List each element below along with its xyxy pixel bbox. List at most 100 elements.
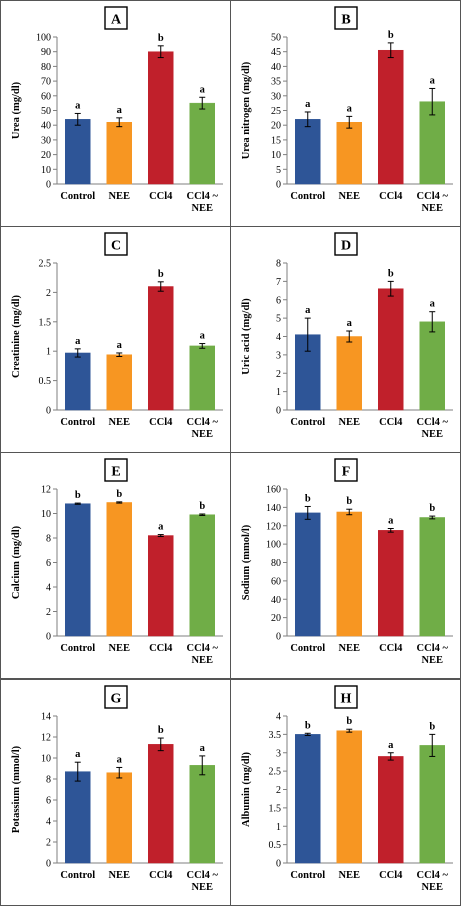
chart-f-significance-label: b [429,503,435,514]
chart-d-y-tick-label: 0 [276,406,281,417]
chart-d-bar-nee [336,336,362,411]
chart-b-y-tick-label: 0 [276,180,281,191]
chart-e-category-label: CCl4 [149,643,173,654]
chart-panel-e: E 0 2 4 6 8 10 12 Calcium (mg/dl) b Control b NEE a CC… [0,452,231,679]
chart-a-category-label: CCl4 [149,191,173,202]
chart-b-y-tick-label: 5 [276,165,281,176]
chart-a-bar-control [65,119,91,185]
chart-b-y-tick-label: 45 [271,47,281,58]
chart-e-y-axis-label: Calcium (mg/dl) [11,525,22,599]
chart-e-category-label: NEE [191,655,213,666]
chart-g-y-tick-label: 2 [46,838,51,849]
chart-c: C 0 0.5 1 1.5 2 2.5 Creatinine (mg/dl) a Control a… [11,232,223,440]
chart-d-y-tick-label: 8 [276,259,281,270]
chart-h-significance-label: b [305,720,311,731]
chart-c-bar-control [65,352,91,411]
chart-b-category-label: CCl4 [379,191,403,202]
chart-h-error-bar [304,732,311,736]
chart-e-error-bar [199,513,206,516]
chart-panel-h: H 0 0.5 1 1.5 2 2.5 3 3.5 4 Albumin (mg/dl) b Contro… [230,679,461,906]
chart-g-panel-letter: G [104,685,128,709]
chart-b-error-bar [304,111,311,128]
chart-h: H 0 0.5 1 1.5 2 2.5 3 3.5 4 Albumin (mg/dl) b Contro… [241,685,453,893]
chart-c-significance-label: a [75,336,81,347]
chart-c-significance-label: b [158,269,164,280]
chart-c-category-label: NEE [191,429,213,440]
chart-e-error-bar [116,501,123,504]
chart-g-y-tick-label: 10 [41,754,51,765]
chart-a-error-bar [74,112,81,126]
chart-f-significance-label: b [305,493,311,504]
chart-g-category-label: CCl4 [149,870,173,881]
chart-d-panel-letter-box [334,232,358,256]
chart-d-y-axis-label: Uric acid (mg/dl) [241,298,252,375]
chart-b-y-tick-label: 30 [271,91,281,102]
chart-f-y-tick-label: 100 [266,540,281,551]
chart-h-y-tick-label: 3 [276,748,281,759]
chart-h-bar-control [295,734,321,864]
chart-a-y-tick-label: 80 [41,62,51,73]
chart-g-category-label: Control [60,870,95,881]
chart-a: A 0 10 20 30 40 50 60 70 80 90 100 Urea (mg/dl) a Cont… [11,6,223,214]
chart-e-y-tick-label: 0 [46,632,51,643]
chart-f-bar-control [295,512,321,637]
chart-e-bar-nee [106,502,132,637]
chart-c-y-tick-label: 1 [46,347,51,358]
chart-c-error-bar [116,352,123,357]
chart-g-bar-ccl4-nee [189,765,215,864]
chart-g-category-label: CCl4 ~ [187,870,219,881]
chart-b-significance-label: a [305,99,311,110]
chart-b-error-bar [346,115,353,129]
chart-d-y-tick-label: 6 [276,295,281,306]
chart-a-error-bar [116,117,123,128]
chart-b-panel-letter-box [334,6,358,30]
chart-a-y-tick-label: 90 [41,47,51,58]
chart-a-significance-label: a [117,105,123,116]
chart-h-y-tick-label: 4 [276,712,281,723]
chart-e-panel-letter-box [104,458,128,482]
chart-g-category-label: NEE [191,882,213,893]
chart-h-error-bar [429,733,436,757]
chart-c-error-bar [199,343,206,349]
chart-f-y-tick-label: 120 [266,521,281,532]
chart-h-y-tick-label: 3.5 [269,730,282,741]
chart-c-bar-ccl4-nee [189,345,215,411]
chart-c-y-tick-label: 0.5 [39,376,52,387]
chart-f-bar-nee [336,511,362,637]
chart-g-y-tick-label: 12 [41,733,51,744]
chart-c-y-tick-label: 2.5 [39,259,52,270]
chart-g-error-bar [116,766,123,779]
chart-a-category-label: NEE [191,203,213,214]
chart-g-significance-label: a [200,743,206,754]
chart-h-y-tick-label: 0.5 [269,840,282,851]
chart-f-panel-letter-box [334,458,358,482]
chart-b-bar-ccl4 [378,49,404,185]
chart-f-y-tick-label: 160 [266,485,281,496]
chart-d-category-label: CCl4 [379,417,403,428]
chart-f: F 0 20 40 60 80 100 120 140 160 Sodium (mmol/l) b Co… [241,458,453,666]
chart-panel-f: F 0 20 40 60 80 100 120 140 160 Sodium (mmol/l) b Co… [230,452,461,679]
chart-c-significance-label: a [117,340,123,351]
chart-d-error-bar [387,280,394,297]
chart-h-category-label: NEE [421,882,443,893]
chart-b-panel-letter-text: B [341,13,350,28]
chart-panel-b: B 0 5 10 15 20 25 30 35 40 45 50 Urea nitrogen (mg/d… [230,0,461,227]
chart-f-y-tick-label: 60 [271,576,281,587]
chart-f-panel-letter-text: F [342,465,351,480]
chart-b-y-tick-label: 35 [271,77,281,88]
chart-g-y-tick-label: 6 [46,796,51,807]
chart-d-category-label: Control [290,417,325,428]
chart-d-error-bar [429,311,436,333]
chart-d-error-bar [304,317,311,352]
chart-g-significance-label: a [75,749,81,760]
chart-a-error-bar [199,96,206,110]
chart-b-category-label: Control [290,191,325,202]
chart-f-significance-label: b [346,496,352,507]
chart-f-error-bar [304,505,311,520]
chart-g-significance-label: a [117,754,123,765]
chart-b-panel-letter: B [334,6,358,30]
chart-h-panel-letter-text: H [341,692,352,707]
chart-e-y-tick-label: 2 [46,607,51,618]
chart-e-error-bar [157,534,164,538]
chart-h-category-label: CCl4 ~ [417,870,449,881]
